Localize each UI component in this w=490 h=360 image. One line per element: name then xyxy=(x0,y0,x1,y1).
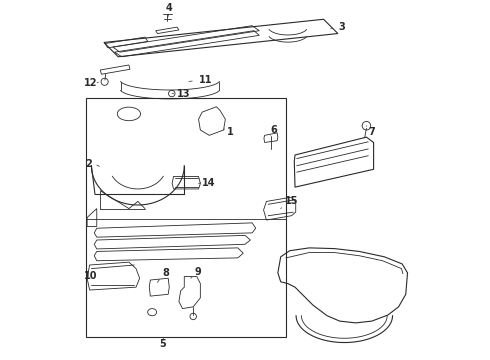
Text: 5: 5 xyxy=(159,339,166,349)
Text: 9: 9 xyxy=(195,267,202,277)
Text: 15: 15 xyxy=(285,196,298,206)
Text: 13: 13 xyxy=(177,89,191,99)
Text: 2: 2 xyxy=(85,159,92,169)
Text: 11: 11 xyxy=(198,75,212,85)
Text: 1: 1 xyxy=(227,127,234,137)
Text: 4: 4 xyxy=(166,3,172,13)
Text: 10: 10 xyxy=(83,271,97,282)
Text: 7: 7 xyxy=(368,127,375,137)
Text: 8: 8 xyxy=(162,268,169,278)
Text: 12: 12 xyxy=(83,78,97,88)
Text: 3: 3 xyxy=(338,22,344,32)
Text: 14: 14 xyxy=(202,178,216,188)
Text: 6: 6 xyxy=(270,125,277,135)
